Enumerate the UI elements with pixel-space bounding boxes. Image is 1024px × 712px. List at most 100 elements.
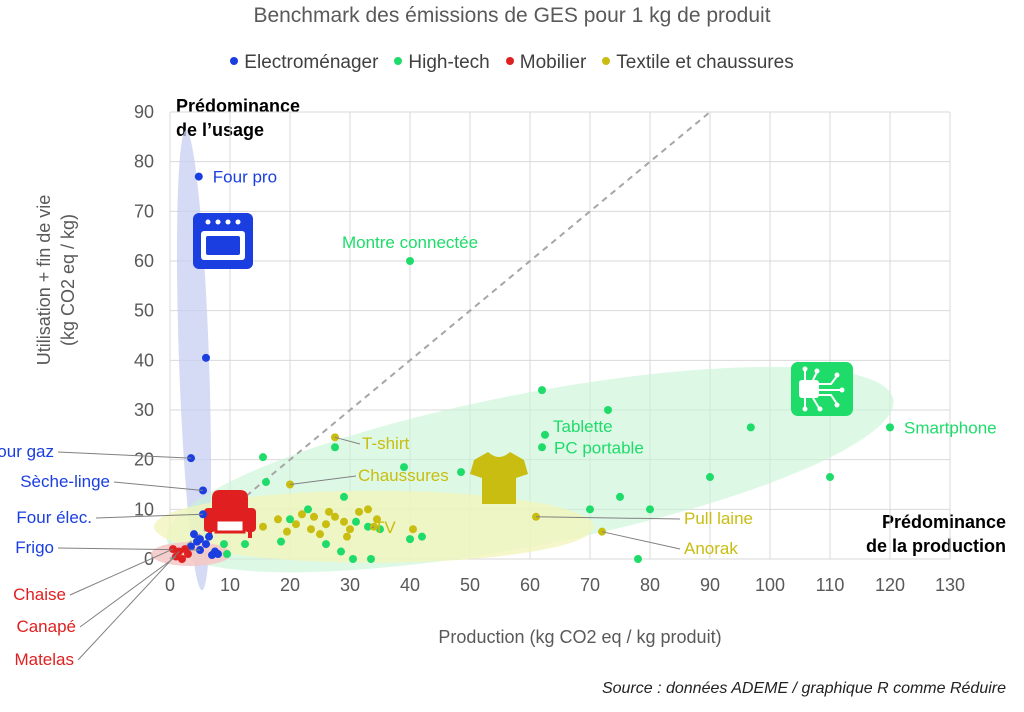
x-tick-label: 40 xyxy=(400,575,420,595)
data-point xyxy=(337,547,345,556)
data-point xyxy=(352,517,360,526)
oven-icon-knob xyxy=(235,219,241,225)
zone-label-usage-line1: Prédominance xyxy=(176,96,301,116)
x-tick-label: 120 xyxy=(875,575,905,595)
data-point xyxy=(187,542,195,551)
data-point xyxy=(202,540,210,549)
data-point xyxy=(646,505,654,514)
y-tick-label: 0 xyxy=(144,549,154,569)
data-point xyxy=(322,540,330,549)
data-point xyxy=(223,550,231,559)
x-tick-label: 80 xyxy=(640,575,660,595)
callout-line xyxy=(371,526,375,529)
data-point xyxy=(178,555,186,563)
point-label: TV xyxy=(374,518,396,537)
data-point xyxy=(277,537,285,546)
data-point xyxy=(259,522,267,531)
data-point xyxy=(409,525,417,534)
callout-line xyxy=(69,548,174,596)
data-point xyxy=(406,257,414,265)
x-tick-label: 60 xyxy=(520,575,540,595)
point-label: Anorak xyxy=(684,539,738,558)
point-label: Pull laine xyxy=(684,509,753,528)
data-point xyxy=(418,532,426,541)
data-point xyxy=(340,492,348,501)
y-tick-label: 90 xyxy=(134,102,154,122)
point-label: Four pro xyxy=(213,168,277,187)
callout-line xyxy=(334,436,361,445)
callout-line xyxy=(601,531,681,550)
x-axis-label: Production (kg CO2 eq / kg produit) xyxy=(438,627,722,647)
legend-item: Textile et chaussures xyxy=(602,52,794,74)
data-point xyxy=(634,555,642,563)
chip-icon-trace xyxy=(812,397,820,409)
data-point xyxy=(193,537,201,546)
zone-label-production-line1: Prédominance xyxy=(881,512,1006,532)
legend-marker xyxy=(394,56,403,65)
data-point xyxy=(298,510,306,519)
data-point xyxy=(886,423,894,432)
data-point xyxy=(373,515,381,524)
legend-marker xyxy=(602,56,611,65)
data-point xyxy=(325,507,333,516)
data-point xyxy=(274,515,282,524)
t-shirt-icon xyxy=(470,452,528,504)
x-tick-label: 90 xyxy=(700,575,720,595)
oven-icon-knob xyxy=(205,219,211,225)
data-point xyxy=(616,492,624,501)
point-label: Tablette xyxy=(553,417,613,436)
x-tick-label: 10 xyxy=(220,575,240,595)
y-tick-label: 10 xyxy=(134,499,154,519)
legend-label: Electroménager xyxy=(244,52,379,73)
data-point xyxy=(194,172,203,181)
data-point xyxy=(259,453,267,462)
data-point xyxy=(541,430,549,439)
oven-icon-knob xyxy=(225,219,231,225)
legend-label: Textile et chaussures xyxy=(616,52,794,73)
data-point xyxy=(538,443,546,452)
point-label: Smartphone xyxy=(904,418,997,437)
legend: Electroménager High-tech Mobilier Textile e… xyxy=(0,52,1024,74)
data-point xyxy=(406,535,414,544)
data-point xyxy=(205,532,213,541)
legend-marker xyxy=(230,56,239,65)
callout-line xyxy=(79,556,177,628)
y-tick-label: 30 xyxy=(134,400,154,420)
data-point xyxy=(286,515,294,524)
point-label: PC portable xyxy=(554,438,644,457)
x-tick-label: 130 xyxy=(935,575,965,595)
armchair-icon xyxy=(212,490,248,524)
x-tick-label: 70 xyxy=(580,575,600,595)
callout-line xyxy=(77,551,180,661)
callout-line xyxy=(289,475,357,485)
data-point xyxy=(346,525,354,534)
data-point xyxy=(457,468,465,477)
point-label: Sèche-linge xyxy=(20,472,110,491)
data-point xyxy=(307,525,315,534)
point-label: Four gaz xyxy=(0,442,54,461)
x-tick-label: 110 xyxy=(816,575,845,595)
data-point xyxy=(208,551,216,560)
data-point xyxy=(331,443,339,452)
data-point xyxy=(214,550,222,559)
oven-icon-door xyxy=(206,236,240,255)
y-tick-label: 70 xyxy=(134,201,154,221)
data-point xyxy=(202,353,210,362)
data-point xyxy=(538,386,546,395)
y-tick-label: 80 xyxy=(134,152,154,172)
data-point xyxy=(220,540,228,549)
data-point xyxy=(604,406,612,414)
point-label: T-shirt xyxy=(362,434,410,453)
chip-icon-pad xyxy=(817,406,823,412)
armchair-icon-leg xyxy=(248,532,252,538)
armchair-icon-arm-left xyxy=(204,508,216,532)
point-label: Montre connectée xyxy=(342,233,478,252)
callout-line xyxy=(113,481,204,491)
chip-icon-pad xyxy=(834,372,840,378)
chip-icon-pad xyxy=(834,402,840,408)
zone-label-usage-line2: de l’usage xyxy=(176,120,265,140)
x-tick-label: 50 xyxy=(460,575,480,595)
data-point xyxy=(364,505,372,514)
data-point xyxy=(190,530,198,539)
data-point xyxy=(826,473,834,482)
